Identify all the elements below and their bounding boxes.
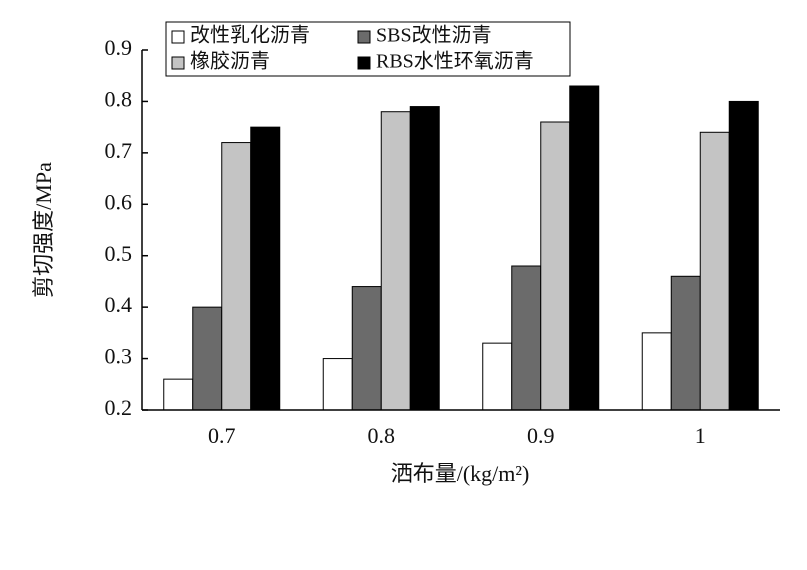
legend-swatch	[171, 56, 185, 70]
legend-label: 改性乳化沥青	[190, 24, 310, 47]
y-axis-label: 剪切强度/MPa	[31, 162, 56, 298]
bar	[163, 378, 194, 411]
y-tick-label: 0.8	[105, 86, 133, 111]
y-tick-label: 0.3	[105, 344, 133, 369]
y-tick-label: 0.6	[105, 189, 133, 214]
x-tick-label: 1	[695, 423, 706, 448]
bar	[569, 85, 600, 411]
x-tick-label: 0.7	[208, 423, 236, 448]
bar	[670, 275, 701, 411]
bar	[699, 131, 730, 411]
bar	[322, 358, 353, 411]
bar	[641, 332, 672, 411]
bar	[511, 265, 542, 411]
y-tick-label: 0.5	[105, 241, 133, 266]
legend-swatch	[357, 30, 371, 44]
legend-label: 橡胶沥青	[190, 50, 270, 73]
bar	[380, 111, 411, 411]
bar	[351, 286, 382, 411]
legend-swatch	[171, 30, 185, 44]
y-tick-label: 0.9	[105, 35, 133, 60]
bar	[409, 106, 440, 411]
bar	[728, 100, 759, 411]
legend-label: RBS水性环氧沥青	[376, 50, 534, 73]
bar	[482, 342, 513, 411]
bar	[250, 126, 281, 411]
bar	[192, 306, 223, 411]
y-tick-label: 0.2	[105, 395, 133, 420]
x-tick-label: 0.9	[527, 423, 555, 448]
y-tick-label: 0.7	[105, 138, 133, 163]
legend-label: SBS改性沥青	[376, 24, 492, 47]
x-axis-label: 洒布量/(kg/m²)	[391, 461, 530, 486]
bar	[540, 121, 571, 411]
x-tick-label: 0.8	[368, 423, 396, 448]
legend-swatch	[357, 56, 371, 70]
bar	[221, 142, 252, 411]
y-tick-label: 0.4	[105, 292, 133, 317]
